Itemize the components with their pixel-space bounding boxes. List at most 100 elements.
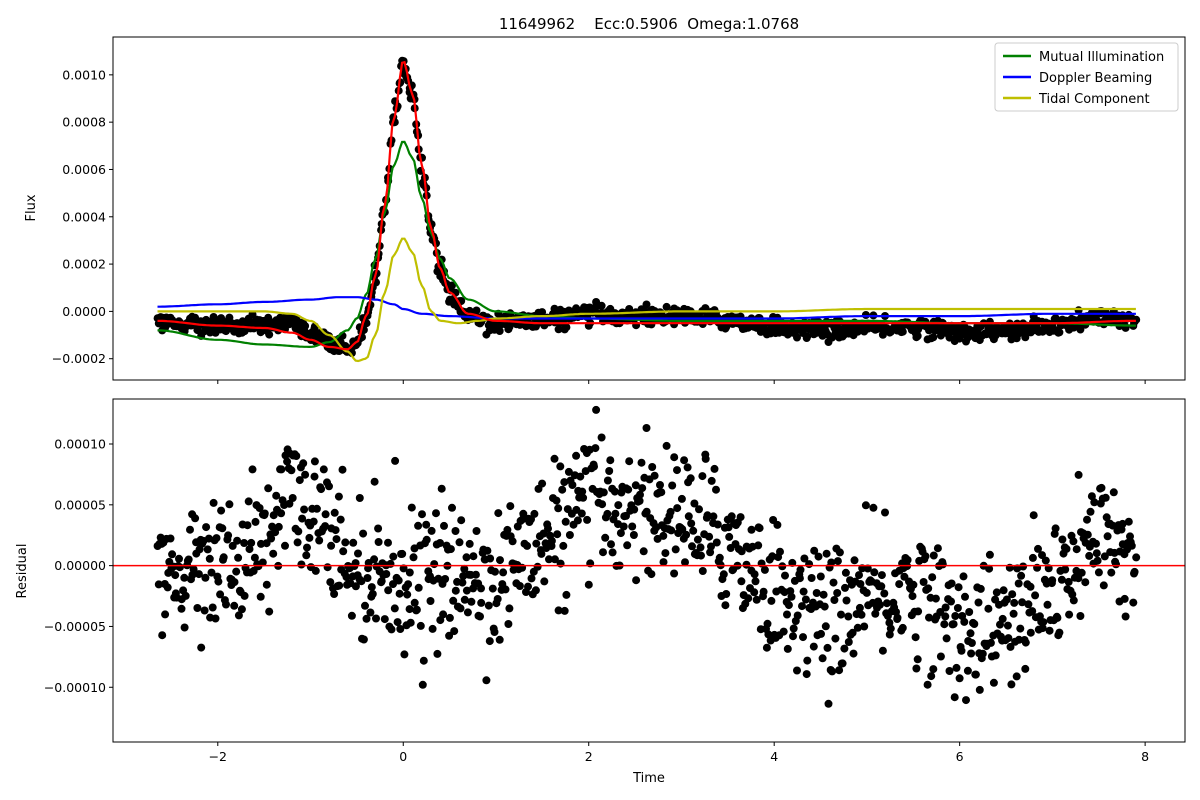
residual-point <box>393 618 402 627</box>
residual-point <box>214 577 223 586</box>
residual-point <box>853 623 862 632</box>
residual-point <box>605 467 614 475</box>
residual-point <box>200 606 209 615</box>
residual-point <box>405 568 414 577</box>
residual-point <box>362 614 371 623</box>
residual-point <box>460 564 469 573</box>
residual-point <box>177 604 186 613</box>
residual-point <box>203 545 212 554</box>
residual-point <box>494 509 503 518</box>
residual-point <box>719 570 728 579</box>
residual-point <box>158 631 167 640</box>
residual-point <box>515 582 524 590</box>
x-axis-label: Time <box>632 771 665 786</box>
residual-point <box>744 594 753 603</box>
residual-point <box>168 550 177 559</box>
residual-point <box>368 590 377 598</box>
residual-point <box>568 481 577 489</box>
residual-point <box>237 605 246 614</box>
residual-point <box>647 570 656 579</box>
residual-point <box>1072 545 1081 554</box>
flux-observed-point <box>264 313 273 322</box>
residual-point <box>928 573 937 582</box>
residual-point <box>1018 598 1027 607</box>
residual-point <box>189 565 198 574</box>
residual-point <box>619 522 628 531</box>
flux-observed-point <box>472 306 481 315</box>
residual-point <box>1083 515 1091 524</box>
residual-point <box>208 603 217 612</box>
residual-point <box>752 595 761 604</box>
residual-point <box>255 504 264 512</box>
residual-point <box>380 615 389 624</box>
residual-point <box>1069 537 1078 546</box>
residual-point <box>659 558 668 567</box>
residual-point <box>824 699 833 708</box>
residual-point <box>881 508 889 517</box>
residual-point <box>680 456 689 465</box>
residual-point <box>657 488 666 497</box>
residual-point <box>1009 609 1018 618</box>
residual-point <box>693 535 702 544</box>
residual-point <box>842 596 851 605</box>
residual-point <box>1062 544 1071 553</box>
residual-point <box>490 628 499 636</box>
residual-point <box>584 580 593 589</box>
residual-point <box>913 655 922 664</box>
residual-point <box>954 583 963 592</box>
residual-point <box>335 581 344 590</box>
residual-point <box>989 678 998 687</box>
residual-point <box>650 471 659 480</box>
residual-point <box>606 456 615 465</box>
residual-point <box>269 549 278 558</box>
residual-point <box>961 592 969 601</box>
residual-point <box>962 696 970 705</box>
residual-point <box>482 676 491 685</box>
residual-point <box>477 584 485 593</box>
flux-observed-point <box>301 322 310 330</box>
residual-ytick-label: −0.00010 <box>44 680 106 695</box>
residual-point <box>686 474 695 483</box>
residual-point <box>862 588 871 597</box>
residual-point <box>560 478 569 487</box>
residual-point <box>835 666 844 675</box>
residual-point <box>705 532 714 541</box>
residual-point <box>545 555 553 564</box>
residual-point <box>334 492 343 501</box>
residual-point <box>1092 549 1101 558</box>
residual-point <box>233 536 242 545</box>
residual-point <box>855 603 864 612</box>
residual-xtick-label: 4 <box>770 749 778 764</box>
residual-point <box>684 512 693 521</box>
residual-point <box>599 488 608 497</box>
residual-point <box>1008 590 1017 599</box>
residual-point <box>579 493 588 502</box>
residual-point <box>414 583 423 592</box>
residual-point <box>841 583 849 592</box>
residual-point <box>251 517 260 526</box>
residual-ytick-label: 0.00000 <box>54 558 106 573</box>
residual-point <box>503 525 512 534</box>
residual-point <box>295 476 304 485</box>
residual-point <box>659 531 668 540</box>
residual-point <box>1055 628 1064 637</box>
residual-point <box>697 551 705 560</box>
residual-point <box>707 542 715 551</box>
residual-point <box>712 485 720 494</box>
residual-point <box>805 560 814 569</box>
residual-point <box>437 484 446 493</box>
residual-point <box>828 667 837 676</box>
residual-point <box>180 623 189 632</box>
residual-panel: −0.00010 −0.00005 0.00000 0.00005 0.00010 −2… <box>15 398 1186 786</box>
residual-point <box>1043 600 1052 609</box>
flux-ytick-label: 0.0008 <box>62 115 106 130</box>
residual-point <box>957 646 966 655</box>
residual-point <box>798 602 806 611</box>
flux-ytick-label: 0.0004 <box>62 209 106 224</box>
residual-point <box>354 549 362 558</box>
residual-point <box>341 538 350 547</box>
residual-point <box>855 571 863 580</box>
residual-point <box>942 634 951 643</box>
residual-point <box>722 590 731 598</box>
residual-point <box>863 564 872 573</box>
